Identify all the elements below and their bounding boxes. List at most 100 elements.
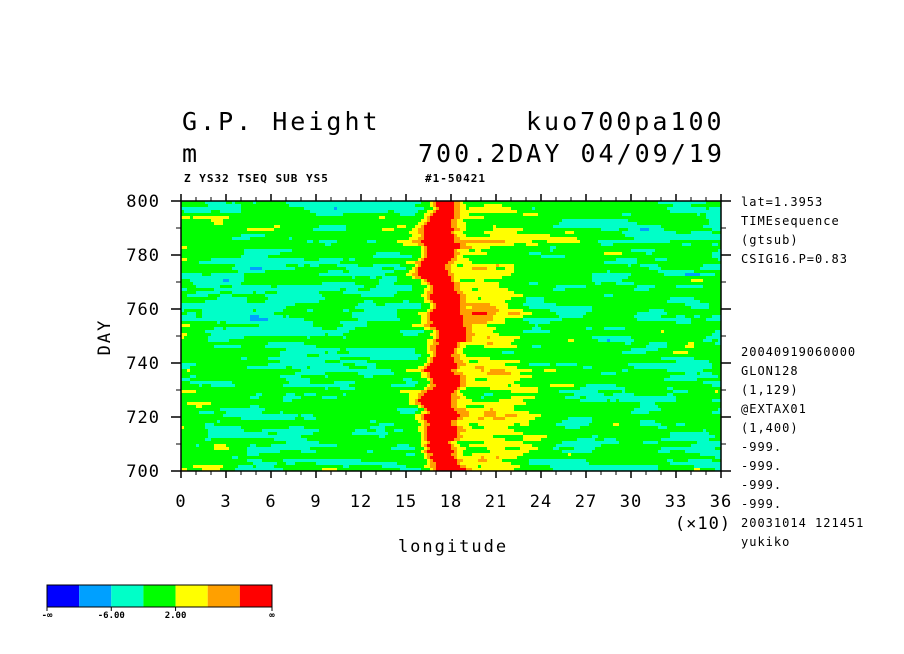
heatmap-cell [481, 234, 485, 238]
heatmap-cell [313, 201, 317, 205]
heatmap-cell [181, 246, 185, 250]
heatmap-cell [715, 219, 719, 223]
heatmap-cell [337, 252, 341, 256]
heatmap-cell [547, 258, 551, 262]
heatmap-cell [538, 207, 542, 211]
heatmap-cell [208, 228, 212, 232]
heatmap-cell [235, 216, 239, 220]
heatmap-cell [709, 207, 713, 211]
heatmap-cell [454, 273, 458, 277]
heatmap-cell [511, 237, 515, 241]
heatmap-cell [505, 222, 509, 226]
heatmap-cell [298, 207, 302, 211]
heatmap-cell [397, 258, 401, 262]
heatmap-cell [586, 249, 590, 253]
heatmap-cell [211, 282, 215, 286]
heatmap-cell [283, 264, 287, 268]
heatmap-cell [487, 252, 491, 256]
heatmap-cell [685, 225, 689, 229]
heatmap-cell [655, 222, 659, 226]
heatmap-cell [271, 252, 275, 256]
heatmap-cell [373, 249, 377, 253]
heatmap-cell [466, 240, 470, 244]
heatmap-cell [625, 258, 629, 262]
heatmap-cell [637, 207, 641, 211]
heatmap-cell [535, 222, 539, 226]
heatmap-cell [331, 216, 335, 220]
heatmap-cell [520, 279, 524, 283]
heatmap-cell [472, 252, 476, 256]
heatmap-cell [700, 231, 704, 235]
heatmap-cell [403, 270, 407, 274]
heatmap-cell [298, 246, 302, 250]
heatmap-cell [409, 213, 413, 217]
heatmap-cell [247, 273, 251, 277]
heatmap-cell [181, 231, 185, 235]
heatmap-cell [469, 276, 473, 280]
heatmap-cell [466, 213, 470, 217]
heatmap-cell [394, 225, 398, 229]
heatmap-cell [520, 243, 524, 247]
heatmap-cell [457, 231, 461, 235]
heatmap-cell [595, 222, 599, 226]
heatmap-cell [349, 246, 353, 250]
heatmap-cell [433, 270, 437, 274]
heatmap-cell [490, 216, 494, 220]
heatmap-cell [664, 246, 668, 250]
heatmap-cell [517, 207, 521, 211]
heatmap-cell [229, 246, 233, 250]
heatmap-cell [262, 216, 266, 220]
heatmap-cell [592, 276, 596, 280]
heatmap-cell [343, 222, 347, 226]
heatmap-cell [562, 249, 566, 253]
heatmap-cell [280, 201, 284, 205]
heatmap-cell [379, 222, 383, 226]
heatmap-cell [223, 267, 227, 271]
heatmap-cell [688, 246, 692, 250]
heatmap-cell [490, 228, 494, 232]
heatmap-cell [283, 252, 287, 256]
heatmap-cell [352, 261, 356, 265]
heatmap-cell [541, 249, 545, 253]
heatmap-cell [547, 279, 551, 283]
heatmap-cell [211, 231, 215, 235]
heatmap-cell [340, 261, 344, 265]
heatmap-cell [673, 276, 677, 280]
heatmap-cell [433, 276, 437, 280]
heatmap-cell [673, 240, 677, 244]
heatmap-cell [415, 240, 419, 244]
heatmap-cell [523, 270, 527, 274]
heatmap-cell [280, 246, 284, 250]
heatmap-cell [583, 279, 587, 283]
heatmap-cell [628, 273, 632, 277]
heatmap-cell [499, 261, 503, 265]
heatmap-cell [241, 216, 245, 220]
heatmap-cell [289, 276, 293, 280]
heatmap-cell [247, 234, 251, 238]
heatmap-cell [424, 225, 428, 229]
heatmap-cell [277, 273, 281, 277]
heatmap-cell [607, 237, 611, 241]
heatmap-cell [613, 267, 617, 271]
heatmap-cell [553, 234, 557, 238]
heatmap-cell [247, 237, 251, 241]
heatmap-cell [688, 276, 692, 280]
heatmap-cell [685, 207, 689, 211]
heatmap-cell [283, 210, 287, 214]
heatmap-cell [247, 255, 251, 259]
heatmap-cell [322, 228, 326, 232]
heatmap-cell [586, 276, 590, 280]
heatmap-cell [496, 240, 500, 244]
heatmap-cell [571, 279, 575, 283]
heatmap-cell [610, 210, 614, 214]
heatmap-cell [232, 234, 236, 238]
heatmap-cell [340, 207, 344, 211]
heatmap-cell [562, 255, 566, 259]
heatmap-cell [262, 204, 266, 208]
heatmap-cell [184, 225, 188, 229]
heatmap-cell [679, 246, 683, 250]
heatmap-cell [274, 279, 278, 283]
heatmap-cell [562, 213, 566, 217]
heatmap-cell [640, 228, 644, 232]
heatmap-cell [244, 258, 248, 262]
